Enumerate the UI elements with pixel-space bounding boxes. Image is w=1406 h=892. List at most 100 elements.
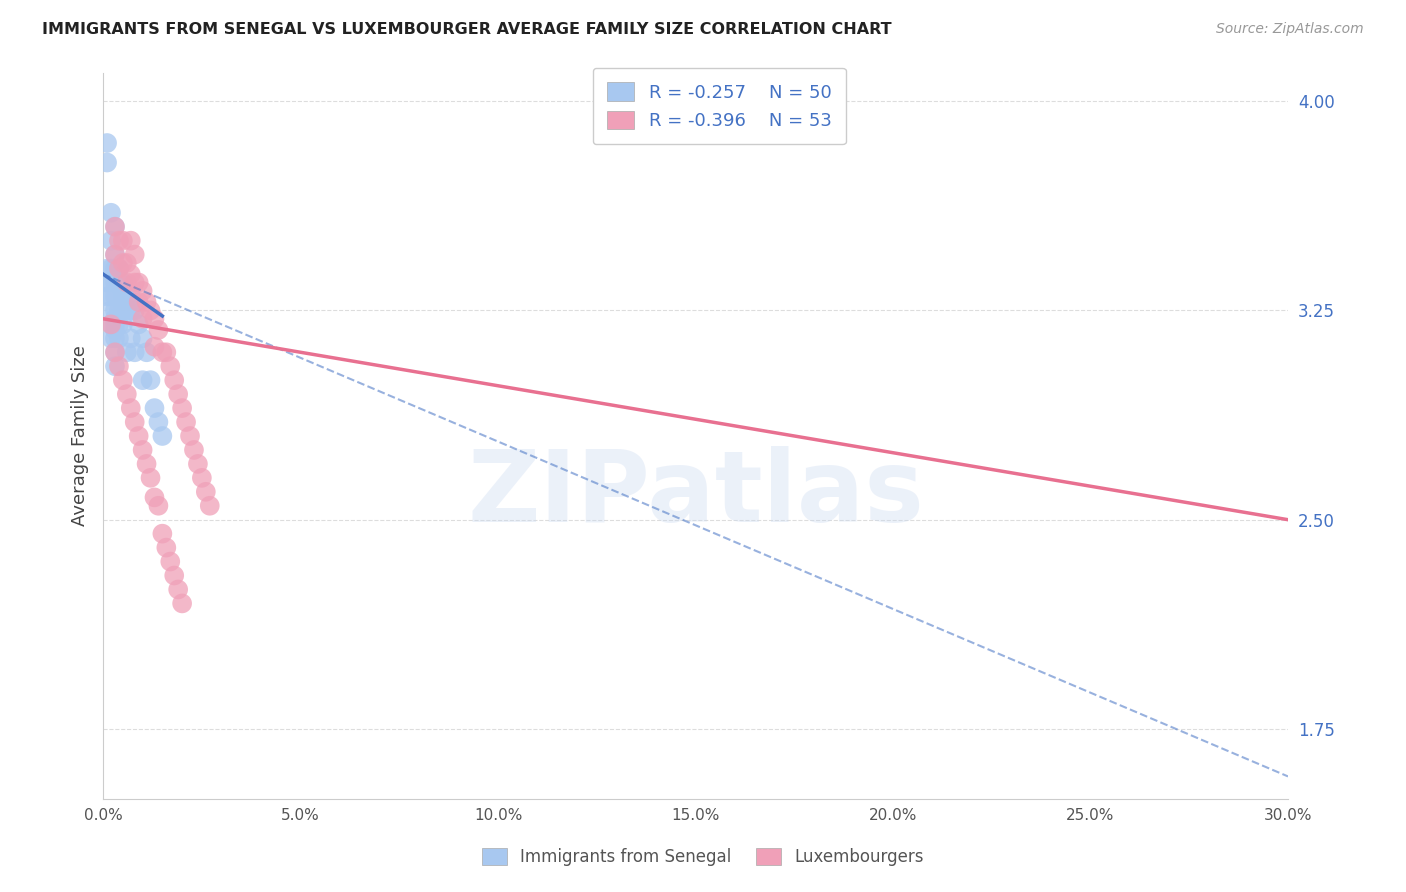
Point — [124, 345, 146, 359]
Point — [111, 289, 134, 303]
Point — [111, 256, 134, 270]
Point — [148, 323, 170, 337]
Point — [104, 323, 127, 337]
Point — [96, 155, 118, 169]
Point — [111, 234, 134, 248]
Point — [143, 340, 166, 354]
Point — [179, 429, 201, 443]
Point — [128, 295, 150, 310]
Point — [100, 276, 122, 290]
Point — [100, 234, 122, 248]
Point — [108, 276, 131, 290]
Point — [104, 219, 127, 234]
Point — [155, 541, 177, 555]
Point — [148, 499, 170, 513]
Point — [139, 373, 162, 387]
Point — [100, 206, 122, 220]
Point — [111, 373, 134, 387]
Point — [163, 568, 186, 582]
Point — [187, 457, 209, 471]
Point — [104, 247, 127, 261]
Y-axis label: Average Family Size: Average Family Size — [72, 345, 89, 526]
Point — [104, 261, 127, 276]
Point — [104, 331, 127, 345]
Point — [124, 276, 146, 290]
Point — [96, 136, 118, 150]
Point — [143, 491, 166, 505]
Point — [131, 311, 153, 326]
Legend: Immigrants from Senegal, Luxembourgers: Immigrants from Senegal, Luxembourgers — [474, 840, 932, 875]
Point — [172, 596, 194, 610]
Text: IMMIGRANTS FROM SENEGAL VS LUXEMBOURGER AVERAGE FAMILY SIZE CORRELATION CHART: IMMIGRANTS FROM SENEGAL VS LUXEMBOURGER … — [42, 22, 891, 37]
Point — [115, 289, 138, 303]
Point — [115, 256, 138, 270]
Point — [104, 247, 127, 261]
Point — [128, 276, 150, 290]
Point — [96, 276, 118, 290]
Point — [124, 415, 146, 429]
Point — [120, 267, 142, 281]
Point — [111, 276, 134, 290]
Point — [131, 331, 153, 345]
Point — [172, 401, 194, 415]
Point — [159, 555, 181, 569]
Point — [108, 261, 131, 276]
Point — [150, 429, 173, 443]
Point — [135, 295, 157, 310]
Point — [167, 387, 190, 401]
Point — [104, 345, 127, 359]
Point — [115, 387, 138, 401]
Point — [100, 289, 122, 303]
Point — [139, 303, 162, 318]
Point — [135, 345, 157, 359]
Point — [104, 303, 127, 318]
Point — [100, 318, 122, 332]
Point — [198, 499, 221, 513]
Point — [139, 471, 162, 485]
Point — [100, 261, 122, 276]
Point — [150, 345, 173, 359]
Point — [120, 303, 142, 318]
Point — [104, 311, 127, 326]
Point — [131, 284, 153, 298]
Point — [131, 373, 153, 387]
Point — [104, 345, 127, 359]
Point — [143, 311, 166, 326]
Point — [120, 401, 142, 415]
Point — [143, 401, 166, 415]
Point — [155, 345, 177, 359]
Point — [96, 289, 118, 303]
Point — [108, 303, 131, 318]
Point — [115, 276, 138, 290]
Point — [108, 331, 131, 345]
Point — [135, 457, 157, 471]
Point — [108, 359, 131, 374]
Point — [120, 234, 142, 248]
Point — [148, 415, 170, 429]
Point — [115, 345, 138, 359]
Legend: R = -0.257    N = 50, R = -0.396    N = 53: R = -0.257 N = 50, R = -0.396 N = 53 — [593, 68, 846, 145]
Point — [120, 289, 142, 303]
Point — [104, 359, 127, 374]
Point — [163, 373, 186, 387]
Point — [108, 261, 131, 276]
Point — [167, 582, 190, 597]
Point — [100, 318, 122, 332]
Point — [131, 442, 153, 457]
Point — [120, 331, 142, 345]
Point — [191, 471, 214, 485]
Text: ZIPatlas: ZIPatlas — [467, 445, 924, 542]
Point — [111, 303, 134, 318]
Point — [104, 219, 127, 234]
Point — [96, 261, 118, 276]
Point — [100, 331, 122, 345]
Point — [128, 318, 150, 332]
Point — [100, 303, 122, 318]
Point — [124, 303, 146, 318]
Point — [108, 234, 131, 248]
Text: Source: ZipAtlas.com: Source: ZipAtlas.com — [1216, 22, 1364, 37]
Point — [159, 359, 181, 374]
Point — [128, 429, 150, 443]
Point — [174, 415, 197, 429]
Point — [194, 484, 217, 499]
